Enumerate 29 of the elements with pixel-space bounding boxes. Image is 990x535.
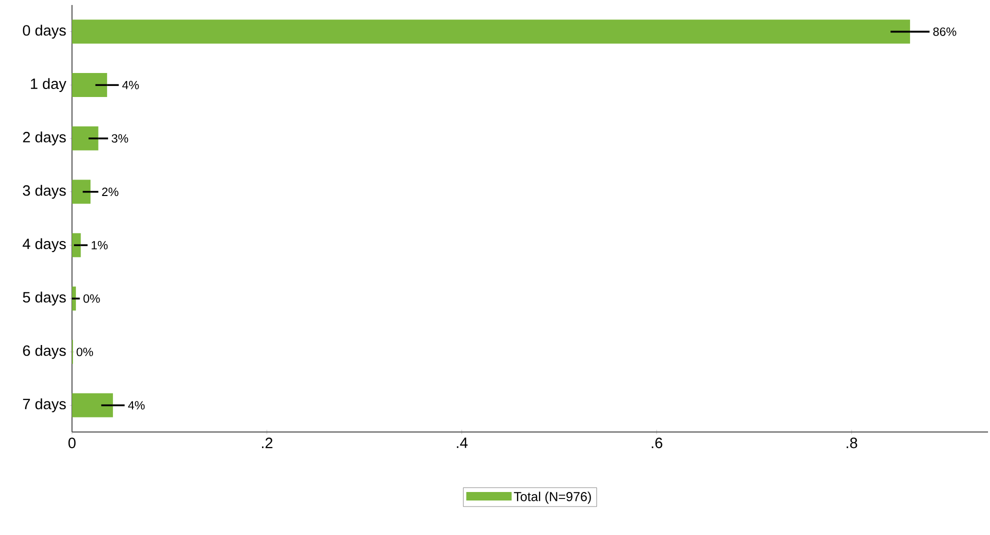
x-tick-label: 0 (68, 438, 76, 448)
y-tick-label: 4 days (22, 238, 66, 252)
y-tick-label: 5 days (22, 292, 66, 306)
bar (72, 393, 113, 418)
x-tick-label: .6 (652, 438, 662, 448)
y-tick-label: 3 days (22, 184, 66, 199)
data-label: 0% (76, 348, 94, 356)
bar (72, 233, 81, 258)
data-label: 1% (92, 240, 108, 250)
y-tick-label: 2 days (23, 131, 66, 146)
x-tick-label: .8 (846, 438, 858, 448)
x-tick-label: .2 (262, 438, 272, 448)
data-label: 86% (933, 27, 956, 36)
legend-label: Total (N=976) (514, 492, 591, 504)
bar (72, 286, 76, 311)
y-tick-label: 1 day (30, 78, 66, 92)
data-label: 3% (112, 134, 128, 143)
bar (72, 126, 98, 150)
data-label: 0% (83, 294, 100, 303)
data-label: 2% (102, 188, 118, 196)
bar (72, 20, 910, 44)
data-label: 4% (122, 80, 139, 90)
x-tick-label: .4 (456, 438, 468, 448)
bar (72, 73, 108, 98)
bar (72, 180, 91, 204)
y-tick-label: 0 days (22, 24, 66, 39)
data-label: 4% (128, 401, 145, 410)
y-tick-label: 7 days (23, 398, 66, 412)
y-tick-label: 6 days (23, 344, 66, 359)
